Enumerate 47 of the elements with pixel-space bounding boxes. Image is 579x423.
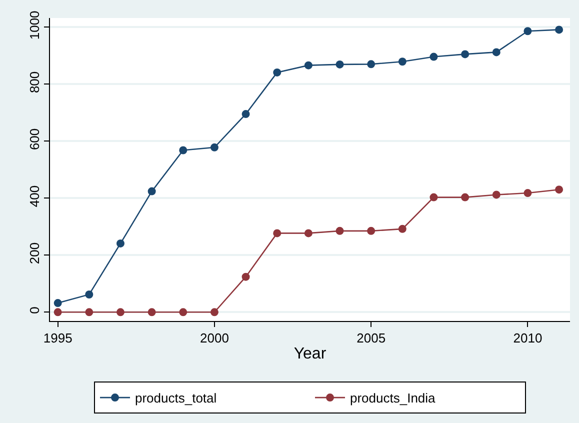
point xyxy=(555,26,564,34)
point xyxy=(398,58,406,66)
point xyxy=(179,308,188,316)
y-tick-label: 800 xyxy=(26,71,42,94)
y-tick-label: 400 xyxy=(26,185,42,208)
point xyxy=(148,187,156,196)
point xyxy=(273,68,282,76)
y-tick-label: 200 xyxy=(26,242,42,264)
point xyxy=(492,48,500,56)
point xyxy=(367,60,376,68)
y-tick-label: 1000 xyxy=(26,10,42,40)
point xyxy=(54,308,62,316)
point xyxy=(430,193,438,202)
point xyxy=(116,308,124,316)
point xyxy=(461,50,470,58)
point xyxy=(336,226,344,235)
point xyxy=(492,190,500,199)
point xyxy=(148,308,156,316)
point xyxy=(54,299,62,308)
x-tick-label: 2010 xyxy=(513,330,542,346)
point xyxy=(273,229,282,238)
point xyxy=(85,290,94,298)
x-tick-label: 2005 xyxy=(356,330,386,346)
point xyxy=(555,186,564,194)
y-tick-label: 0 xyxy=(26,306,42,314)
legend-label: products_total xyxy=(135,390,217,406)
x-axis-title: Year xyxy=(294,345,327,362)
point xyxy=(242,272,250,281)
point xyxy=(85,308,94,316)
point xyxy=(116,239,124,248)
point xyxy=(304,61,312,70)
point xyxy=(210,143,218,152)
y-tick-label: 600 xyxy=(26,128,42,150)
point xyxy=(179,146,188,154)
point xyxy=(336,60,344,68)
point xyxy=(398,224,406,233)
x-tick-label: 1995 xyxy=(43,330,72,346)
point xyxy=(524,189,532,198)
x-tick-label: 2000 xyxy=(200,330,229,346)
point xyxy=(242,110,250,118)
point xyxy=(430,52,438,61)
point xyxy=(461,193,470,202)
point xyxy=(210,308,218,316)
legend-label: products_India xyxy=(350,390,436,406)
point xyxy=(367,226,376,235)
point xyxy=(524,27,532,36)
point xyxy=(304,229,312,238)
